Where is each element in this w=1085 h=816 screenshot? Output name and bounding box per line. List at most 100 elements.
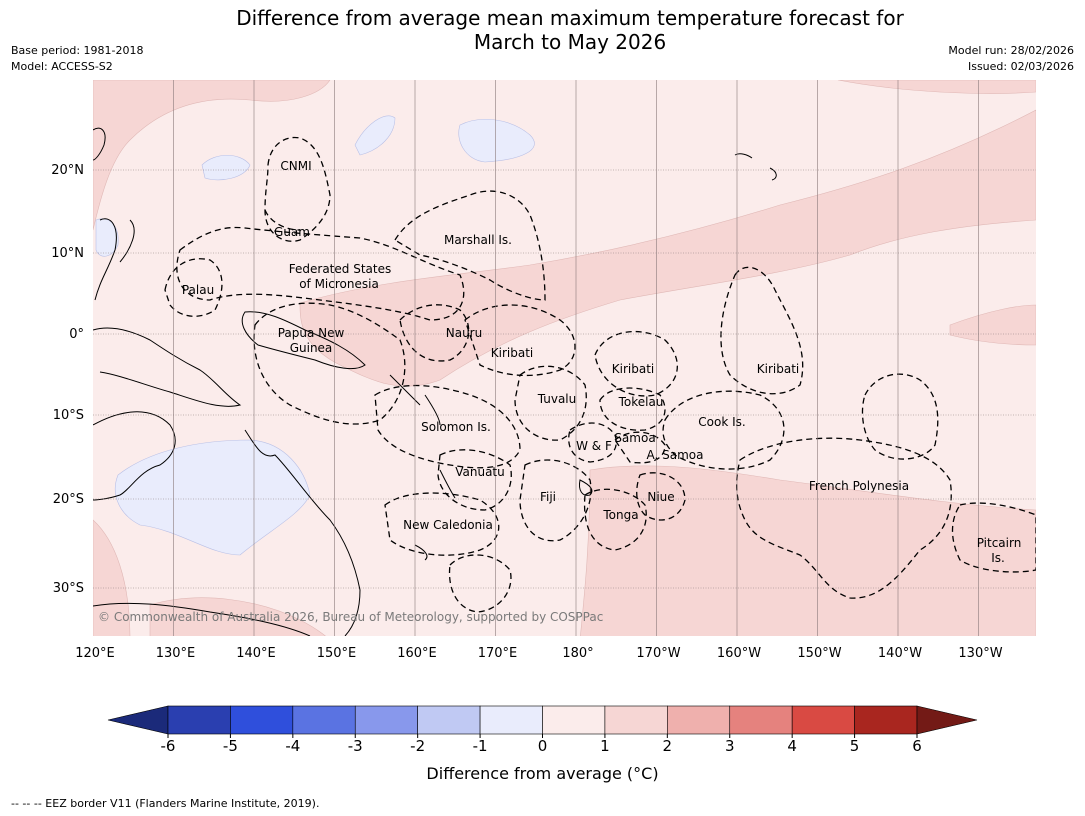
lon-tick-label: 160°W — [717, 646, 761, 661]
colorbar-bin — [791, 705, 855, 735]
lon-tick-label: 140°E — [236, 646, 276, 661]
coast-philippines — [94, 218, 135, 301]
eez-tokelau — [599, 387, 666, 431]
colorbar-ticks: -6 -5 -4 -3 -2 -1 0 1 2 3 4 5 6 — [161, 734, 922, 755]
coast-hawaii — [734, 153, 777, 181]
cool-patch-north-1 — [458, 119, 535, 163]
eez-kiribati-phoenix — [594, 330, 678, 397]
colorbar-tick-label: 5 — [850, 737, 860, 755]
region-label: Tuvalu — [537, 392, 577, 406]
model-name: Model: ACCESS-S2 — [11, 60, 113, 73]
colorbar-tick-label: -6 — [161, 737, 176, 755]
coast-solomons — [389, 374, 441, 426]
eez-borders — [164, 136, 1036, 613]
colorbar-label: Difference from average (°C) — [426, 764, 659, 783]
region-label: Cook Is. — [698, 415, 745, 429]
colorbar-bin — [479, 705, 543, 735]
eez-wallis-futuna — [568, 422, 617, 463]
base-period: Base period: 1981-2018 — [11, 44, 144, 57]
eez-nauru — [399, 304, 470, 362]
colorbar-tick-label: -4 — [285, 737, 300, 755]
cool-patch-australia — [114, 439, 311, 556]
warm-patch-northwest — [93, 80, 331, 231]
coast-new-guinea — [241, 311, 366, 370]
region-label: French Polynesia — [809, 479, 909, 493]
lon-tick-label: 180° — [562, 646, 593, 661]
region-label: Kiribati — [757, 362, 799, 376]
warm-patch-southwest — [93, 519, 131, 636]
cool-patch-north-2 — [354, 115, 396, 156]
warm-band-equatorial — [299, 109, 1036, 387]
lon-tick-label: 140°W — [878, 646, 922, 661]
coast-australia-east — [244, 429, 361, 636]
chart-title: Difference from average mean maximum tem… — [0, 6, 1085, 54]
warm-patch-east — [949, 304, 1036, 346]
colorbar-over-arrow — [916, 705, 978, 735]
region-label: CNMI — [280, 159, 311, 173]
longitude-labels: 120°E 130°E 140°E 150°E 160°E 170°E 180° 170°W 1… — [75, 646, 1002, 661]
region-label: Niue — [647, 490, 674, 504]
lon-tick-label: 150°W — [797, 646, 841, 661]
eez-solomon — [374, 384, 521, 469]
eez-kiribati-west — [464, 304, 576, 377]
region-label: Papua New — [278, 326, 345, 340]
colorbar-tick-label: 1 — [600, 737, 610, 755]
coast-australia-west — [93, 411, 176, 501]
colorbar-tick-label: 6 — [912, 737, 922, 755]
title-line-2: March to May 2026 — [473, 30, 667, 54]
colorbar-bin — [729, 705, 793, 735]
latitude-labels: 20°N 10°N 0° 10°S 20°S 30°S — [51, 163, 84, 596]
eez-fiji — [519, 459, 592, 542]
region-label: Federated States — [289, 262, 391, 276]
colorbar-under-arrow — [107, 705, 169, 735]
region-label: Guam — [274, 225, 310, 239]
colorbar-bin — [167, 705, 231, 735]
region-label: Tonga — [602, 508, 638, 522]
colorbar-tick-label: -3 — [348, 737, 363, 755]
lat-tick-label: 10°S — [53, 408, 84, 423]
lon-tick-label: 170°E — [478, 646, 518, 661]
colorbar-tick-label: 4 — [787, 737, 797, 755]
eez-png — [253, 302, 406, 425]
eez-vanuatu — [437, 449, 512, 511]
region-label: Guinea — [290, 341, 333, 355]
cool-patch-north-3 — [201, 154, 251, 181]
colorbar-tick-label: -1 — [473, 737, 488, 755]
eez-pitcairn — [951, 502, 1036, 573]
region-label: Fiji — [540, 490, 556, 504]
eez-new-caledonia — [384, 492, 500, 556]
region-label: Kiribati — [612, 362, 654, 376]
model-run: Model run: 28/02/2026 — [948, 44, 1074, 57]
eez-norfolk — [448, 554, 512, 613]
colorbar-tick-label: -2 — [410, 737, 425, 755]
coast-vanuatu — [439, 469, 456, 499]
region-label: Nauru — [446, 326, 482, 340]
region-label: Vanuatu — [455, 465, 505, 479]
colorbar-bin — [354, 705, 418, 735]
coast-fiji — [579, 479, 593, 496]
eez-guam — [264, 209, 301, 231]
eez-kiribati-line — [720, 266, 804, 395]
colorbar-bin — [604, 705, 668, 735]
colorbar-bin — [667, 705, 731, 735]
lat-tick-label: 30°S — [53, 581, 84, 596]
colorbar-tick-label: 3 — [725, 737, 735, 755]
eez-samoa — [614, 431, 666, 464]
coastlines — [93, 127, 777, 636]
region-label: W & F — [576, 439, 612, 453]
coast-indonesia — [93, 327, 242, 407]
meta-right: Model run: 28/02/2026 Issued: 02/03/2026 — [948, 43, 1074, 75]
eez-french-polynesia — [736, 437, 952, 599]
colorbar-bin — [292, 705, 356, 735]
region-label: New Caledonia — [403, 518, 493, 532]
colorbar-tick-label: 0 — [538, 737, 548, 755]
meta-left: Base period: 1981-2018 Model: ACCESS-S2 — [11, 43, 143, 75]
region-label: Pitcairn — [977, 536, 1022, 550]
eez-niue — [636, 472, 686, 521]
lat-tick-label: 0° — [69, 327, 84, 342]
colorbar-tick-label: -5 — [223, 737, 238, 755]
eez-palau — [164, 258, 223, 317]
eez-marquesas — [861, 373, 939, 460]
